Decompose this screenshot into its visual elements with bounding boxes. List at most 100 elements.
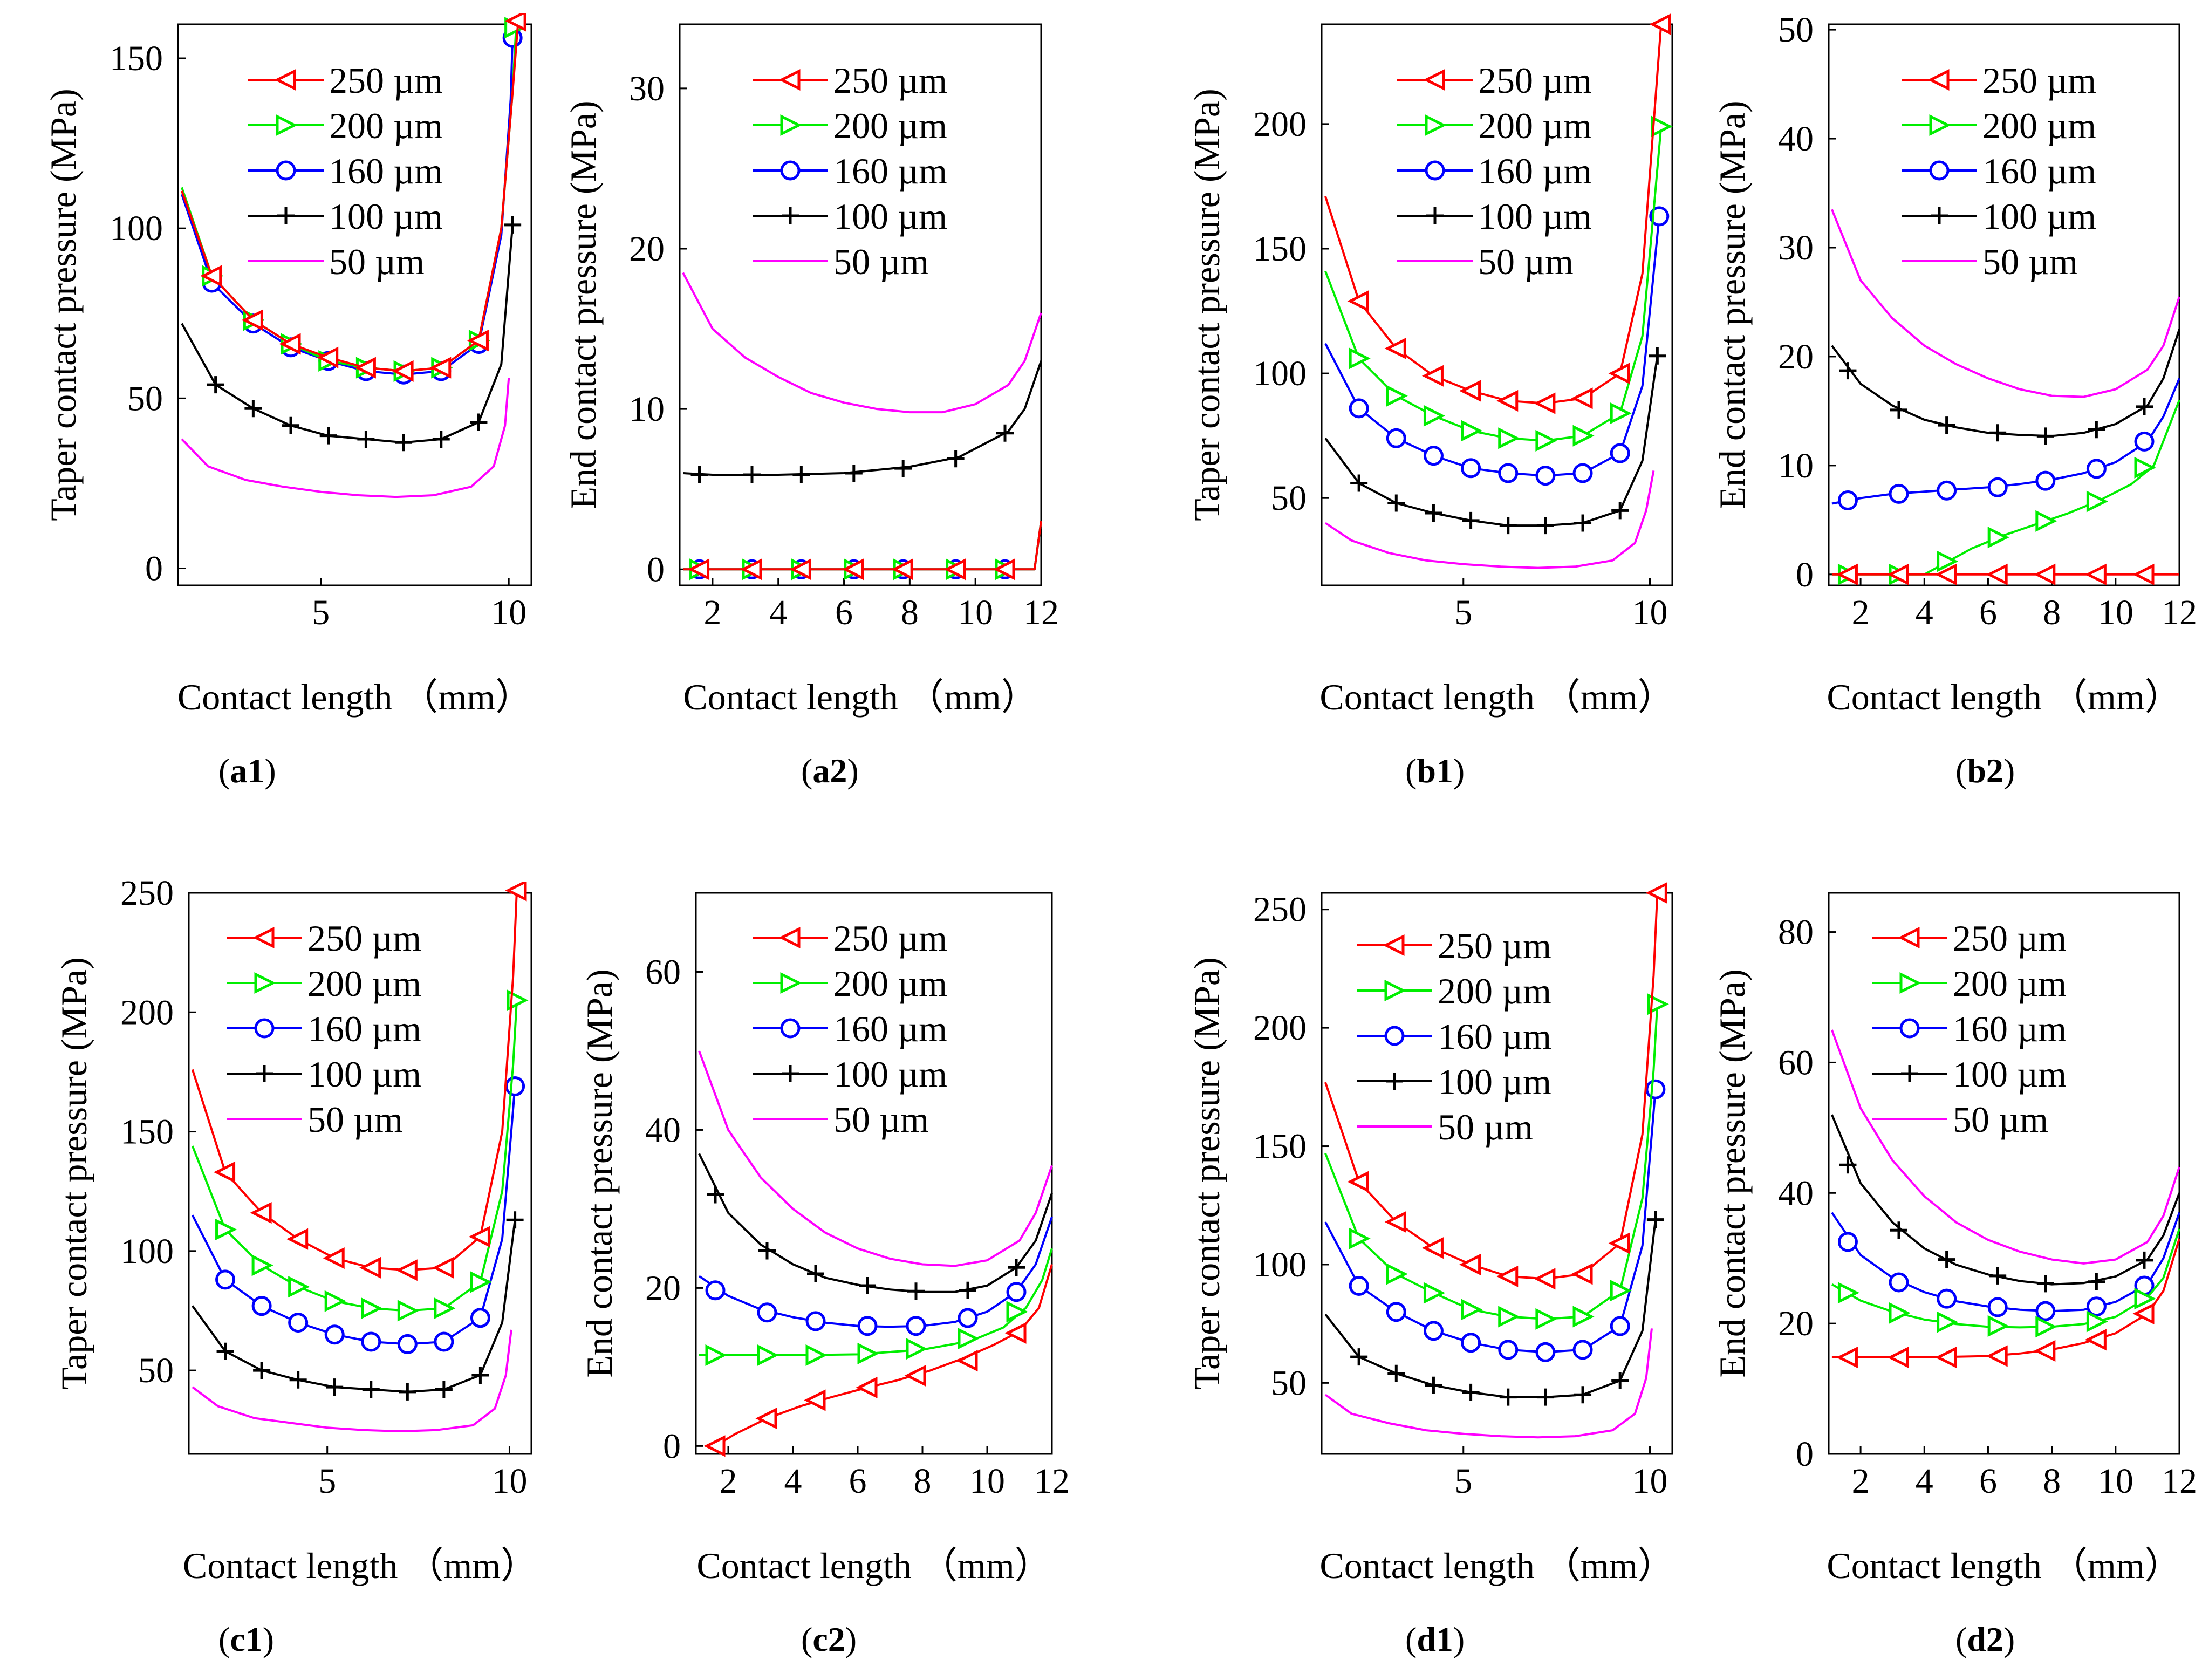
series-line-250-µm	[181, 21, 519, 372]
data-point-marker	[1499, 517, 1517, 535]
legend-marker	[782, 207, 799, 224]
data-point-marker	[1535, 1308, 1557, 1330]
y-tick-label: 30	[1778, 228, 1814, 268]
data-point-marker	[1890, 1221, 1907, 1239]
data-point-marker	[703, 1435, 726, 1457]
data-point-marker	[323, 1247, 345, 1269]
data-point-marker	[1535, 466, 1556, 486]
series-line-100-µm	[1831, 1114, 2180, 1286]
y-tick-label: 50	[127, 379, 163, 418]
chart-panel-a2: 2 4 6 8 10 12 0 10 20 30 Contact length （mm） End co…	[563, 23, 1059, 790]
y-axis-label: End contact pressure (MPa)	[579, 969, 620, 1377]
x-axis-label: Contact length （mm）	[183, 1545, 537, 1586]
data-point-marker	[326, 1378, 344, 1396]
data-point-marker	[207, 376, 224, 394]
data-point-marker	[435, 1381, 453, 1398]
data-point-marker	[1839, 362, 1857, 380]
y-tick-label: 20	[1778, 337, 1814, 377]
data-point-marker	[1887, 1346, 1909, 1369]
y-tick-label: 80	[1778, 913, 1814, 952]
data-point-marker	[2134, 1288, 2156, 1310]
data-point-marker	[2034, 1340, 2056, 1362]
data-point-marker	[1839, 1156, 1857, 1174]
data-point-marker	[2035, 1301, 2056, 1321]
data-point-marker	[1608, 1232, 1630, 1254]
data-point-marker	[2084, 563, 2107, 585]
data-point-marker	[1421, 1237, 1444, 1259]
data-point-marker	[216, 1342, 234, 1360]
data-point-marker	[1423, 446, 1444, 466]
data-point-marker	[471, 1366, 489, 1384]
legend-entry-label: 160 µm	[307, 1008, 421, 1049]
y-tick-label: 50	[1271, 479, 1307, 518]
x-axis-label: Contact length （mm）	[1827, 677, 2181, 718]
chart-panel-d2: 2 4 6 8 10 12 0 20 40 60 80 Contact length （mm） End …	[1712, 892, 2197, 1658]
legend-entry-label: 50 µm	[329, 241, 425, 282]
y-tick-label: 60	[645, 952, 681, 992]
x-axis-label: Contact length （mm）	[696, 1545, 1051, 1586]
data-point-marker	[1423, 405, 1446, 427]
legend-marker	[1899, 972, 1921, 994]
y-tick-label: 250	[1253, 890, 1307, 930]
data-point-marker	[1459, 1253, 1481, 1275]
series-line-250-µm	[1831, 1238, 2180, 1358]
data-point-marker	[2035, 470, 2056, 491]
x-tick-label: 6	[835, 593, 853, 632]
data-point-marker	[200, 265, 222, 287]
series-group	[181, 13, 526, 498]
legend-entry-label: 50 µm	[833, 241, 929, 282]
data-point-marker	[755, 1408, 777, 1430]
y-axis-label: End contact pressure (MPa)	[1712, 100, 1753, 509]
x-tick-label: 10	[1632, 1462, 1668, 1501]
data-point-marker	[906, 1338, 928, 1360]
data-point-marker	[434, 1297, 456, 1320]
y-tick-label: 20	[1778, 1304, 1814, 1343]
data-point-marker	[1462, 511, 1480, 529]
data-point-marker	[468, 1226, 490, 1248]
data-point-marker	[250, 1201, 272, 1224]
data-point-marker	[2134, 431, 2155, 452]
x-tick-label: 5	[318, 1462, 336, 1501]
x-tick-label: 10	[958, 593, 993, 632]
data-point-marker	[2035, 1316, 2057, 1338]
legend-marker	[1384, 1026, 1405, 1046]
data-point-marker	[1006, 1282, 1027, 1302]
data-point-marker	[1006, 1301, 1028, 1323]
data-point-marker	[1498, 1340, 1519, 1360]
data-point-marker	[705, 1280, 726, 1301]
data-point-marker	[1937, 550, 1959, 572]
data-point-marker	[1535, 1342, 1556, 1362]
data-point-marker	[213, 1161, 236, 1183]
series-line-160-µm	[1831, 1212, 2180, 1313]
plot-frame	[1321, 892, 1673, 1455]
legend-entry-label: 160 µm	[833, 1008, 947, 1049]
data-point-marker	[1837, 1282, 1860, 1304]
legend-marker	[1927, 69, 1950, 91]
x-tick-label: 12	[2162, 593, 2197, 632]
x-tick-label: 10	[2098, 593, 2133, 632]
data-point-marker	[1571, 1263, 1593, 1285]
data-point-marker	[1574, 514, 1592, 532]
data-point-marker	[705, 1344, 727, 1366]
y-tick-label: 150	[110, 39, 163, 78]
data-point-marker	[505, 882, 527, 902]
y-tick-label: 30	[629, 69, 665, 108]
y-tick-label: 10	[1778, 446, 1814, 486]
y-tick-label: 200	[1253, 1008, 1307, 1048]
data-point-marker	[432, 430, 450, 448]
chart-panel-c1: 5 10 50 100 150 200 250 Contact length （mm） Tape…	[53, 873, 537, 1658]
x-tick-label: 10	[1632, 593, 1668, 632]
data-point-marker	[286, 1228, 309, 1250]
legend-entry-label: 50 µm	[1953, 1099, 2048, 1140]
data-point-marker	[1386, 385, 1408, 407]
data-point-marker	[2086, 1296, 2107, 1317]
legend-entry-label: 250 µm	[833, 60, 947, 101]
data-point-marker	[1645, 882, 1667, 904]
legend-entry-label: 50 µm	[307, 1099, 403, 1140]
legend-entry-label: 250 µm	[307, 918, 421, 959]
y-axis-label: Taper contact pressure (MPa)	[1186, 88, 1227, 521]
